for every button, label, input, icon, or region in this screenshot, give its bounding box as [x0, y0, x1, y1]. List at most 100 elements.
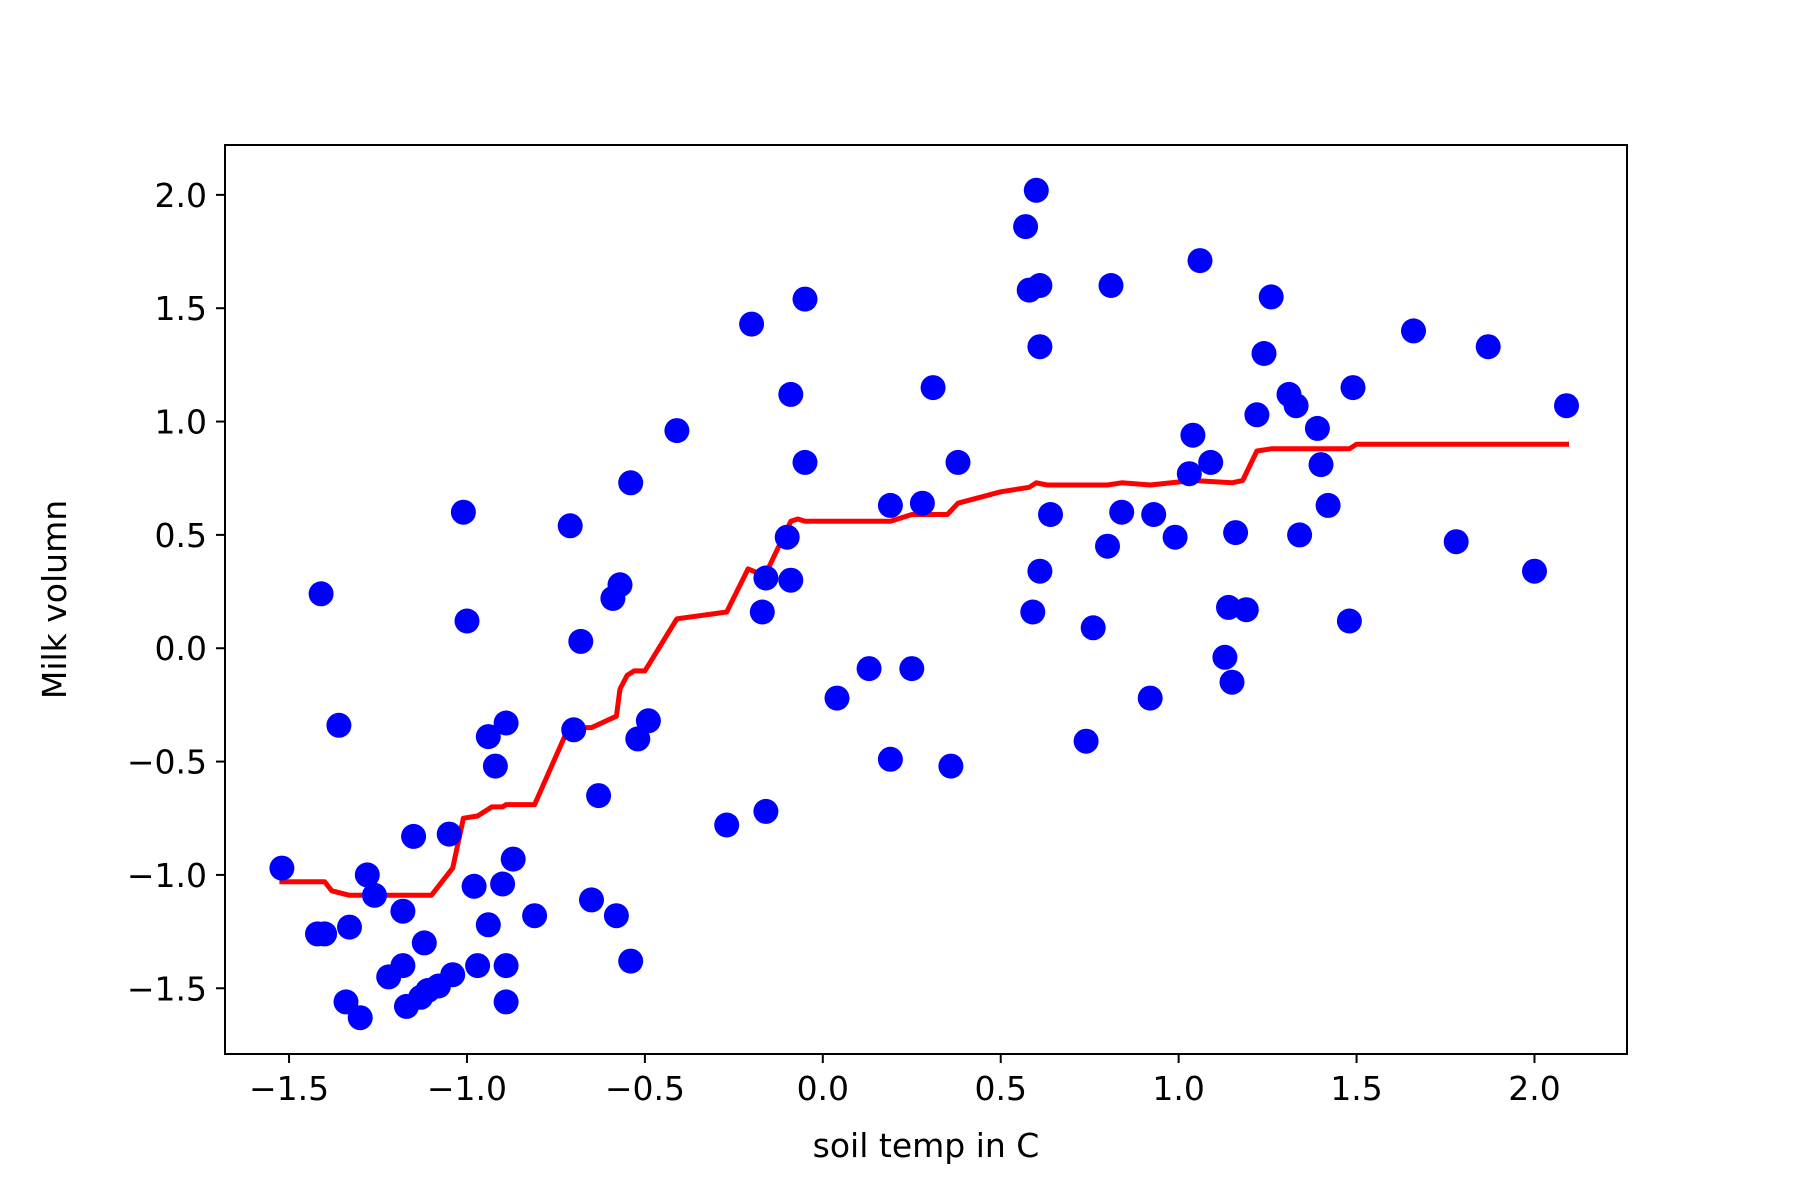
scatter-point: [945, 449, 971, 475]
scatter-point: [1287, 522, 1313, 548]
fit-line-layer: [279, 441, 1569, 898]
scatter-point: [909, 490, 935, 516]
scatter-point: [1251, 341, 1277, 366]
scatter-point: [1098, 273, 1124, 298]
scatter-point: [500, 846, 526, 872]
scatter-point: [1283, 393, 1309, 419]
scatter-point: [1475, 334, 1501, 360]
scatter-point: [450, 499, 476, 525]
plot-frame: [224, 144, 1628, 1055]
scatter-point: [1554, 393, 1579, 419]
scatter-point: [877, 492, 903, 518]
scatter-point: [1020, 599, 1046, 625]
scatter-point: [1176, 461, 1202, 487]
scatter-point: [454, 608, 480, 634]
scatter-point: [1027, 273, 1053, 298]
scatter-point: [461, 873, 487, 899]
x-tick-label: −0.5: [605, 1069, 685, 1108]
x-tick-label: 2.0: [1508, 1069, 1560, 1108]
scatter-point: [607, 572, 633, 598]
scatter-point: [347, 1005, 373, 1031]
scatter-point: [774, 524, 800, 550]
x-tick-label: 0.0: [797, 1069, 849, 1108]
scatter-point: [1023, 177, 1049, 203]
scatter-point: [411, 930, 437, 956]
y-axis: −1.5 −1.0 −0.5 0.0 0.5 1.0 1.5 2.0: [127, 176, 225, 1008]
scatter-point: [390, 953, 416, 979]
scatter-point: [1308, 452, 1334, 478]
scatter-point: [778, 567, 804, 593]
scatter-point: [390, 898, 416, 924]
x-tick-label: −1.0: [427, 1069, 507, 1108]
scatter-point: [482, 753, 508, 779]
scatter-point: [1027, 558, 1053, 584]
scatter-point: [308, 581, 334, 607]
x-tick-label: 1.0: [1152, 1069, 1204, 1108]
scatter-point: [312, 921, 338, 947]
scatter-point: [1315, 492, 1341, 518]
scatter-point: [1522, 558, 1547, 584]
scatter-point: [1212, 644, 1238, 670]
scatter-point: [899, 656, 925, 682]
scatter-point: [362, 882, 387, 908]
scatter-point: [326, 712, 352, 738]
scatter-point: [1187, 248, 1213, 274]
scatter-point: [1223, 520, 1249, 546]
scatter-point: [475, 724, 501, 750]
scatter-point: [1038, 502, 1063, 527]
scatter-point: [920, 375, 946, 401]
scatter-point: [522, 903, 548, 929]
scatter-point: [1095, 533, 1120, 559]
scatter-point: [714, 812, 740, 838]
scatter-point: [792, 449, 818, 475]
y-tick-label: 0.0: [155, 629, 207, 668]
y-tick-label: −1.5: [127, 969, 207, 1008]
y-tick-label: −1.0: [127, 856, 207, 895]
scatter-point: [493, 953, 519, 979]
scatter-point: [436, 821, 462, 847]
scatter-point: [749, 599, 775, 625]
scatter-point: [753, 565, 779, 591]
scatter-point: [856, 656, 882, 682]
scatter-point: [401, 823, 427, 849]
scatter-point: [568, 628, 594, 654]
scatter-point: [337, 914, 362, 940]
scatter-point: [561, 717, 587, 743]
scatter-point: [1258, 284, 1284, 310]
x-axis: −1.5 −1.0 −0.5 0.0 0.5 1.0 1.5 2.0: [249, 1054, 1561, 1108]
scatter-point: [475, 912, 501, 938]
scatter-point: [1013, 214, 1039, 240]
scatter-point: [1401, 318, 1426, 344]
scatter-point: [1336, 608, 1362, 634]
scatter-point: [938, 753, 964, 779]
scatter-point: [824, 685, 850, 711]
y-tick-label: 0.5: [155, 516, 207, 555]
scatter-point: [1080, 615, 1106, 641]
scatter-point: [1073, 728, 1099, 754]
scatter-point: [354, 862, 380, 888]
scatter-point: [1027, 334, 1053, 360]
scatter-point: [1244, 402, 1270, 428]
scatter-point: [739, 311, 765, 337]
scatter-point: [1340, 375, 1366, 401]
scatter-point: [618, 948, 644, 974]
scatter-point: [1162, 524, 1188, 550]
scatter-point: [635, 708, 661, 734]
x-tick-label: 0.5: [974, 1069, 1026, 1108]
scatter-point: [625, 726, 651, 752]
scatter-series: [269, 177, 1579, 1031]
scatter-point: [1443, 529, 1469, 555]
x-tick-label: −1.5: [249, 1069, 329, 1108]
scatter-point: [664, 418, 690, 444]
fit-line: [279, 441, 1569, 898]
y-tick-label: 1.0: [155, 403, 207, 442]
scatter-point: [493, 989, 519, 1015]
scatter-point: [586, 783, 612, 809]
scatter-point: [465, 953, 491, 979]
scatter-point: [1180, 422, 1206, 448]
scatter-point: [877, 746, 903, 772]
x-axis-label: soil temp in C: [813, 1126, 1040, 1165]
scatter-point: [778, 381, 804, 407]
